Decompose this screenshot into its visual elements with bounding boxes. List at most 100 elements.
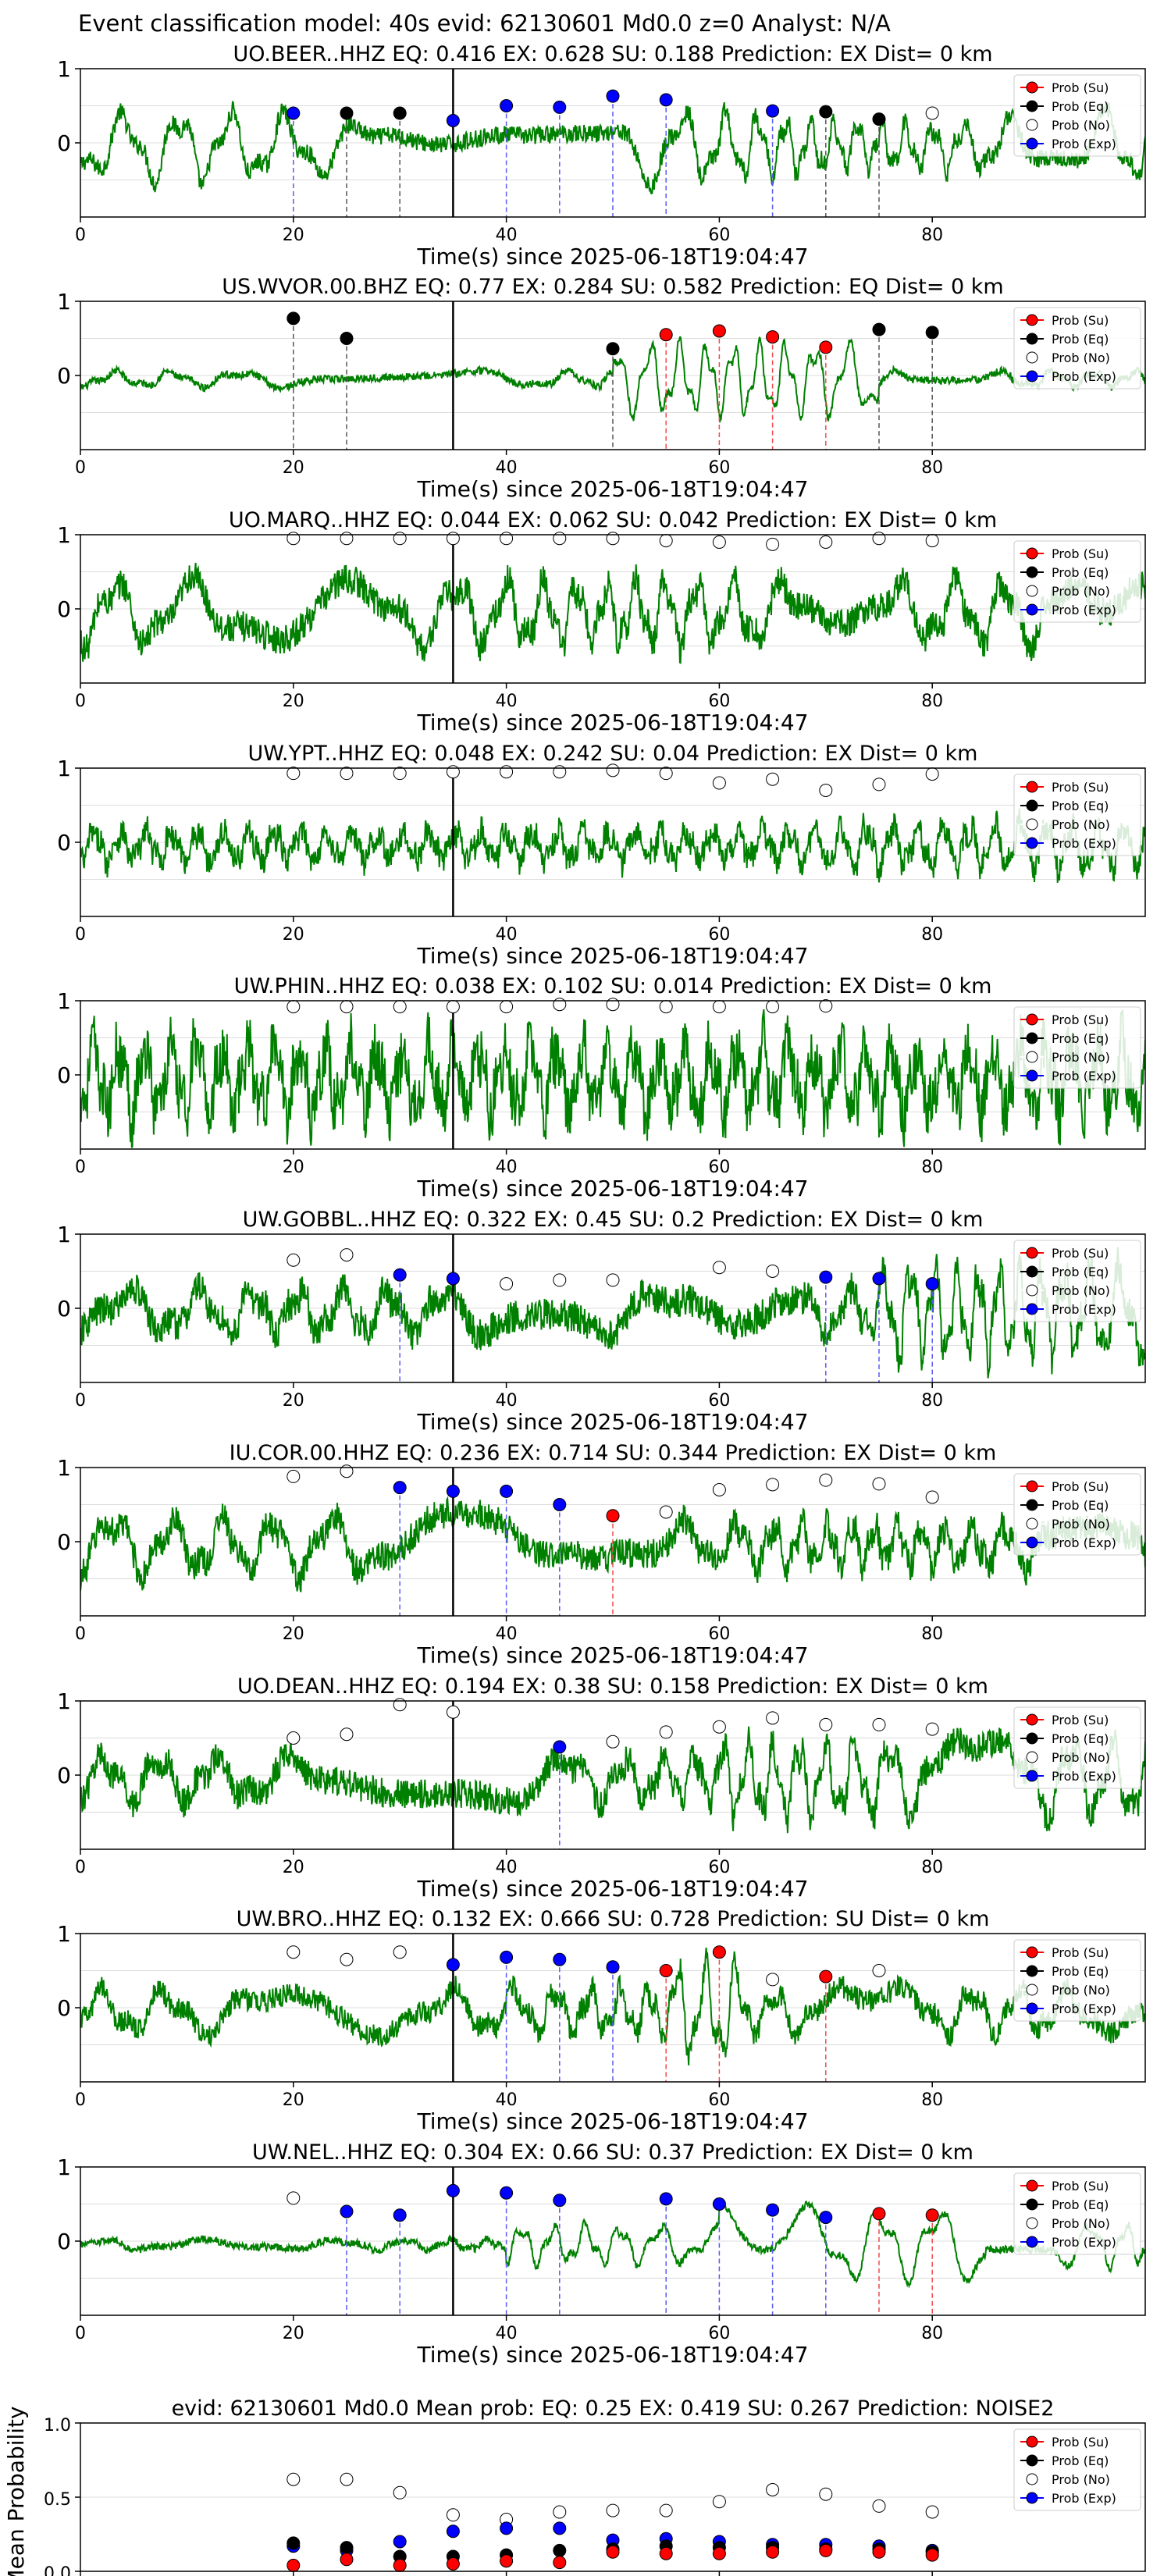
prob-marker-no bbox=[393, 1945, 407, 1959]
mean-marker-no bbox=[553, 2505, 567, 2519]
legend-label: Prob (Su) bbox=[1052, 1246, 1109, 1261]
prob-marker-exp bbox=[393, 1481, 407, 1495]
mean-marker-su bbox=[766, 2545, 780, 2559]
prob-marker-no bbox=[872, 1964, 886, 1977]
y-tick-label: 1 bbox=[57, 522, 71, 548]
legend-label: Prob (Su) bbox=[1052, 2179, 1109, 2194]
prob-marker-no bbox=[553, 532, 567, 546]
legend-label: Prob (No) bbox=[1052, 1983, 1110, 1998]
legend-marker-su bbox=[1026, 314, 1038, 326]
prob-marker-su bbox=[872, 2207, 886, 2221]
prob-marker-no bbox=[553, 1273, 567, 1287]
y-tick-label: 1 bbox=[57, 56, 71, 82]
prob-marker-eq bbox=[872, 322, 886, 336]
legend-label: Prob (No) bbox=[1052, 1517, 1110, 1532]
mean-marker-eq bbox=[287, 2536, 301, 2550]
y-tick-label: 1 bbox=[57, 1455, 71, 1481]
y-tick-label: 1 bbox=[57, 1222, 71, 1247]
prob-marker-su bbox=[659, 328, 673, 342]
legend-label: Prob (Su) bbox=[1052, 1012, 1109, 1027]
station-panel-6: UW.GOBBL..HHZ EQ: 0.322 EX: 0.45 SU: 0.2… bbox=[57, 1208, 1146, 1435]
panel-title: UW.YPT..HHZ EQ: 0.048 EX: 0.242 SU: 0.04… bbox=[248, 742, 978, 766]
mean-marker-exp bbox=[500, 2521, 514, 2535]
prob-marker-exp bbox=[606, 1960, 620, 1974]
x-tick-label: 40 bbox=[496, 2090, 518, 2110]
prob-marker-no bbox=[500, 765, 514, 779]
prob-marker-no bbox=[393, 767, 407, 781]
panel-title: evid: 62130601 Md0.0 Mean prob: EQ: 0.25… bbox=[172, 2396, 1055, 2421]
prob-marker-no bbox=[446, 765, 460, 779]
prob-marker-no bbox=[766, 1973, 780, 1987]
prob-marker-no bbox=[446, 1000, 460, 1014]
panel-title: UO.DEAN..HHZ EQ: 0.194 EX: 0.38 SU: 0.15… bbox=[237, 1674, 988, 1699]
legend-marker-no bbox=[1026, 119, 1038, 131]
prob-marker-eq bbox=[340, 332, 354, 345]
waveform-trace bbox=[80, 1726, 1145, 1834]
prob-marker-no bbox=[712, 1720, 726, 1734]
x-tick-label: 80 bbox=[921, 2090, 943, 2110]
y-tick-label: 1 bbox=[57, 2154, 71, 2180]
legend-label: Prob (Eq) bbox=[1052, 1731, 1109, 1746]
x-tick-label: 0 bbox=[75, 1391, 86, 1411]
y-axis-label: Mean Probability bbox=[3, 2406, 29, 2576]
x-axis-label: Time(s) since 2025-06-18T19:04:47 bbox=[416, 2342, 808, 2368]
legend-marker-exp bbox=[1026, 2002, 1038, 2015]
legend-label: Prob (Su) bbox=[1052, 780, 1109, 795]
x-tick-label: 40 bbox=[496, 692, 518, 711]
prob-marker-no bbox=[553, 998, 567, 1012]
waveform-trace bbox=[80, 562, 1145, 664]
prob-marker-no bbox=[766, 1711, 780, 1725]
mean-marker-no bbox=[287, 2472, 301, 2486]
y-tick-label: 0.5 bbox=[44, 2490, 71, 2510]
legend-label: Prob (No) bbox=[1052, 817, 1110, 832]
prob-marker-no bbox=[393, 1698, 407, 1712]
mean-marker-su bbox=[393, 2558, 407, 2572]
prob-marker-su bbox=[659, 1964, 673, 1977]
legend-label: Prob (Eq) bbox=[1052, 332, 1109, 347]
legend-marker-su bbox=[1026, 81, 1038, 94]
legend-label: Prob (Su) bbox=[1052, 2435, 1109, 2450]
mean-marker-no bbox=[872, 2499, 886, 2513]
prob-marker-no bbox=[766, 1000, 780, 1014]
legend-marker-su bbox=[1026, 1946, 1038, 1959]
mean-marker-no bbox=[766, 2483, 780, 2496]
legend-label: Prob (Exp) bbox=[1052, 1535, 1116, 1550]
panel-title: US.WVOR.00.BHZ EQ: 0.77 EX: 0.284 SU: 0.… bbox=[222, 275, 1003, 299]
prob-marker-no bbox=[712, 535, 726, 549]
legend-marker-exp bbox=[1026, 2492, 1038, 2504]
prob-marker-exp bbox=[500, 99, 514, 112]
prob-marker-exp bbox=[553, 1498, 567, 1511]
legend-marker-no bbox=[1026, 2473, 1038, 2485]
mean-marker-su bbox=[659, 2546, 673, 2560]
legend-label: Prob (Eq) bbox=[1052, 565, 1109, 580]
station-panel-3: UO.MARQ..HHZ EQ: 0.044 EX: 0.062 SU: 0.0… bbox=[57, 508, 1146, 735]
x-tick-label: 40 bbox=[496, 1158, 518, 1177]
prob-marker-eq bbox=[606, 342, 620, 356]
x-tick-label: 60 bbox=[708, 1158, 730, 1177]
mean-marker-no bbox=[393, 2485, 407, 2500]
x-tick-label: 40 bbox=[496, 226, 518, 245]
x-axis-label: Time(s) since 2025-06-18T19:04:47 bbox=[416, 943, 808, 969]
station-panel-1: UO.BEER..HHZ EQ: 0.416 EX: 0.628 SU: 0.1… bbox=[57, 42, 1146, 269]
legend-marker-no bbox=[1026, 1984, 1038, 1996]
prob-marker-exp bbox=[766, 2203, 780, 2217]
station-panel-9: UW.BRO..HHZ EQ: 0.132 EX: 0.666 SU: 0.72… bbox=[57, 1907, 1146, 2134]
prob-marker-no bbox=[819, 1717, 833, 1731]
prob-marker-exp bbox=[446, 1484, 460, 1498]
x-tick-label: 40 bbox=[496, 925, 518, 945]
mean-marker-su bbox=[925, 2548, 939, 2562]
x-tick-label: 80 bbox=[921, 1858, 943, 1877]
mean-marker-su bbox=[712, 2546, 726, 2560]
y-tick-label: 0 bbox=[57, 830, 71, 856]
x-tick-label: 60 bbox=[708, 458, 730, 478]
x-tick-label: 20 bbox=[283, 226, 304, 245]
legend: Prob (Su) Prob (Eq) Prob (No) Prob (Exp) bbox=[1013, 1240, 1141, 1322]
prob-marker-no bbox=[287, 1731, 301, 1745]
x-tick-label: 0 bbox=[75, 1158, 86, 1177]
prob-marker-exp bbox=[553, 1740, 567, 1754]
prob-marker-exp bbox=[553, 1952, 567, 1966]
y-tick-label: 0 bbox=[57, 1062, 71, 1088]
x-tick-label: 60 bbox=[708, 2090, 730, 2110]
legend-marker-su bbox=[1026, 1480, 1038, 1493]
y-tick-label: 1.0 bbox=[44, 2416, 71, 2435]
